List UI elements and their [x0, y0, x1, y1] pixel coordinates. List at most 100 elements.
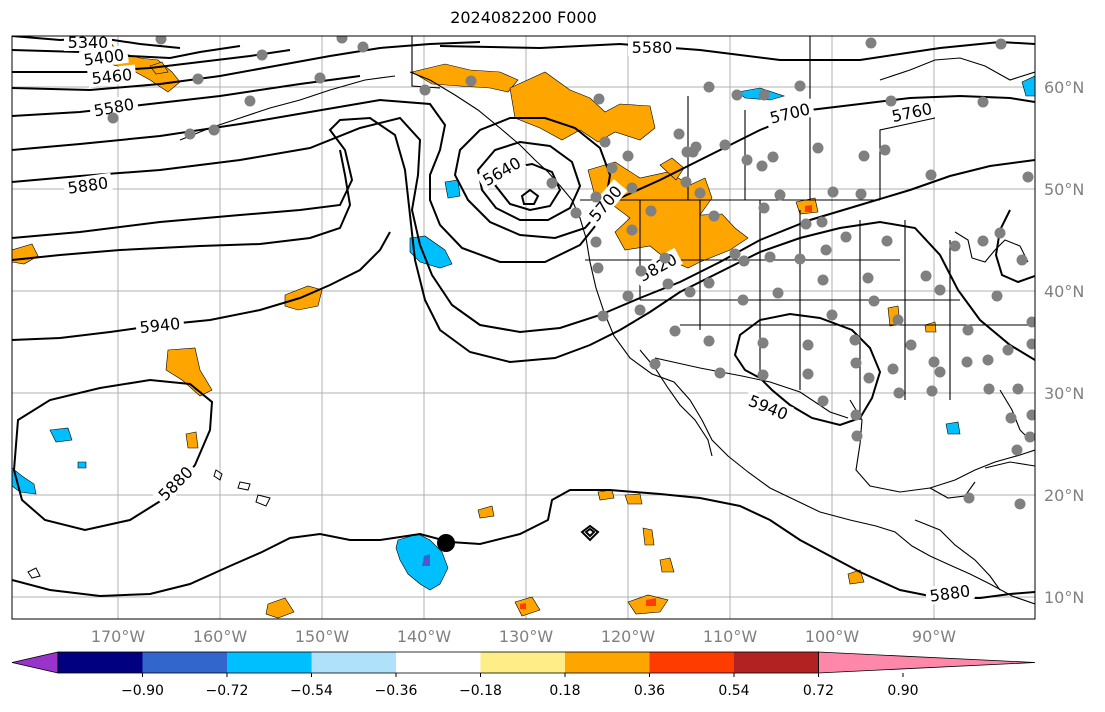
station-dot	[982, 354, 994, 366]
contour-ring-4	[520, 188, 540, 205]
colorbar-tick-label: −0.18	[459, 683, 502, 699]
svg-text:5940: 5940	[139, 314, 181, 337]
station-dot	[1014, 498, 1026, 510]
station-dot	[592, 262, 604, 274]
yucatan	[929, 481, 976, 499]
lon-tick-label: 170°W	[91, 627, 146, 646]
alaska-border	[411, 36, 441, 89]
colorbar-segment	[142, 652, 227, 673]
contour-5580-ne	[439, 40, 1035, 61]
station-dot	[849, 334, 861, 346]
station-dot	[256, 49, 268, 61]
station-dot	[634, 304, 646, 316]
lat-tick-label: 20°N	[1044, 486, 1084, 505]
colorbar-segment	[480, 652, 565, 673]
colorbar-tick-label: 0.90	[887, 683, 918, 699]
station-dot	[802, 339, 814, 351]
station-dot	[155, 36, 167, 45]
station-dot	[336, 36, 348, 44]
shade-neg-east	[945, 421, 961, 435]
station-dot	[680, 176, 692, 188]
station-dot	[887, 363, 899, 375]
longitude-axis: 170°W 160°W 150°W 140°W 130°W 120°W 110°W 100°W…	[91, 627, 956, 646]
station-dot	[719, 139, 731, 151]
station-dot	[756, 160, 768, 172]
station-dot	[649, 358, 661, 370]
lon-tick-label: 150°W	[295, 627, 350, 646]
contour-labels: 5340540054605580558056405700570057605820…	[62, 33, 975, 606]
station-dot	[314, 72, 326, 84]
station-dot	[800, 218, 812, 230]
station-dot	[774, 189, 786, 201]
latitude-axis: 60°N 50°N 40°N 30°N 20°N 10°N	[1044, 78, 1084, 607]
colorbar-tick-label: 0.18	[549, 683, 580, 699]
station-dot	[983, 383, 995, 395]
station-dot	[192, 73, 204, 85]
station-dot	[767, 151, 779, 163]
station-dot	[635, 265, 647, 277]
colorbar: −0.90 −0.72 −0.54 −0.36 −0.18 0.18 0.36 0.54 0.7…	[11, 651, 1036, 699]
station-dot	[827, 186, 839, 198]
station-dot	[662, 278, 674, 290]
station-dot	[892, 314, 904, 326]
lat-tick-label: 30°N	[1044, 384, 1084, 403]
station-dot	[920, 270, 932, 282]
station-dot	[593, 93, 605, 105]
shade-alaska-small	[149, 61, 169, 75]
station-dot	[893, 387, 905, 399]
station-dot	[465, 75, 477, 87]
station-dot	[684, 286, 696, 298]
station-dot	[419, 84, 431, 96]
colorbar-tick-label: −0.54	[290, 683, 333, 699]
station-dot	[714, 367, 726, 379]
map-title: 2024082200 F000	[450, 8, 597, 27]
station-dot	[855, 188, 867, 200]
shade-red-2	[520, 603, 526, 609]
svg-text:5340: 5340	[68, 33, 109, 52]
map-frame	[11, 35, 1036, 620]
station-dot	[925, 169, 937, 181]
station-dot	[794, 80, 806, 92]
station-dot	[1024, 431, 1035, 443]
station-dot	[757, 337, 769, 349]
station-dot	[673, 128, 685, 140]
station-dot	[737, 294, 749, 306]
map-panel: 5340540054605580558056405700570057605820…	[11, 33, 1036, 620]
shade-neg-small	[77, 461, 87, 469]
colorbar-outline	[57, 651, 819, 674]
station-dot	[1026, 316, 1035, 328]
station-dot	[963, 492, 975, 504]
station-dot	[858, 150, 870, 162]
shade-neg-core-2	[425, 559, 428, 564]
lat-tick-label: 10°N	[1044, 588, 1084, 607]
station-dot	[826, 309, 838, 321]
station-dot	[729, 248, 741, 260]
station-dot	[738, 255, 750, 267]
station-dot	[949, 240, 961, 252]
contour-5880-south	[12, 489, 1035, 599]
station-dot	[590, 236, 602, 248]
station-dot	[862, 272, 874, 284]
contour-label: 5340	[64, 33, 112, 52]
station-dot	[926, 385, 938, 397]
hawaiian-islands	[27, 469, 271, 579]
shade-south-1	[265, 597, 295, 619]
station-dot	[1005, 412, 1017, 424]
station-dot	[865, 37, 877, 49]
station-dot	[928, 356, 940, 368]
contour-south-small-2	[584, 527, 596, 538]
station-dot	[758, 202, 770, 214]
station-dot	[816, 216, 828, 228]
colorbar-extend-low	[11, 651, 59, 674]
station-dot	[863, 372, 875, 384]
station-dot	[879, 144, 891, 156]
shade-red-1	[646, 598, 656, 606]
station-dot	[731, 89, 743, 101]
station-dot	[995, 38, 1007, 50]
colorbar-segment	[734, 652, 819, 673]
station-dot	[934, 284, 946, 296]
lat-tick-label: 50°N	[1044, 180, 1084, 199]
station-dot	[669, 325, 681, 337]
station-dot	[757, 369, 769, 381]
station-dot	[357, 41, 369, 53]
